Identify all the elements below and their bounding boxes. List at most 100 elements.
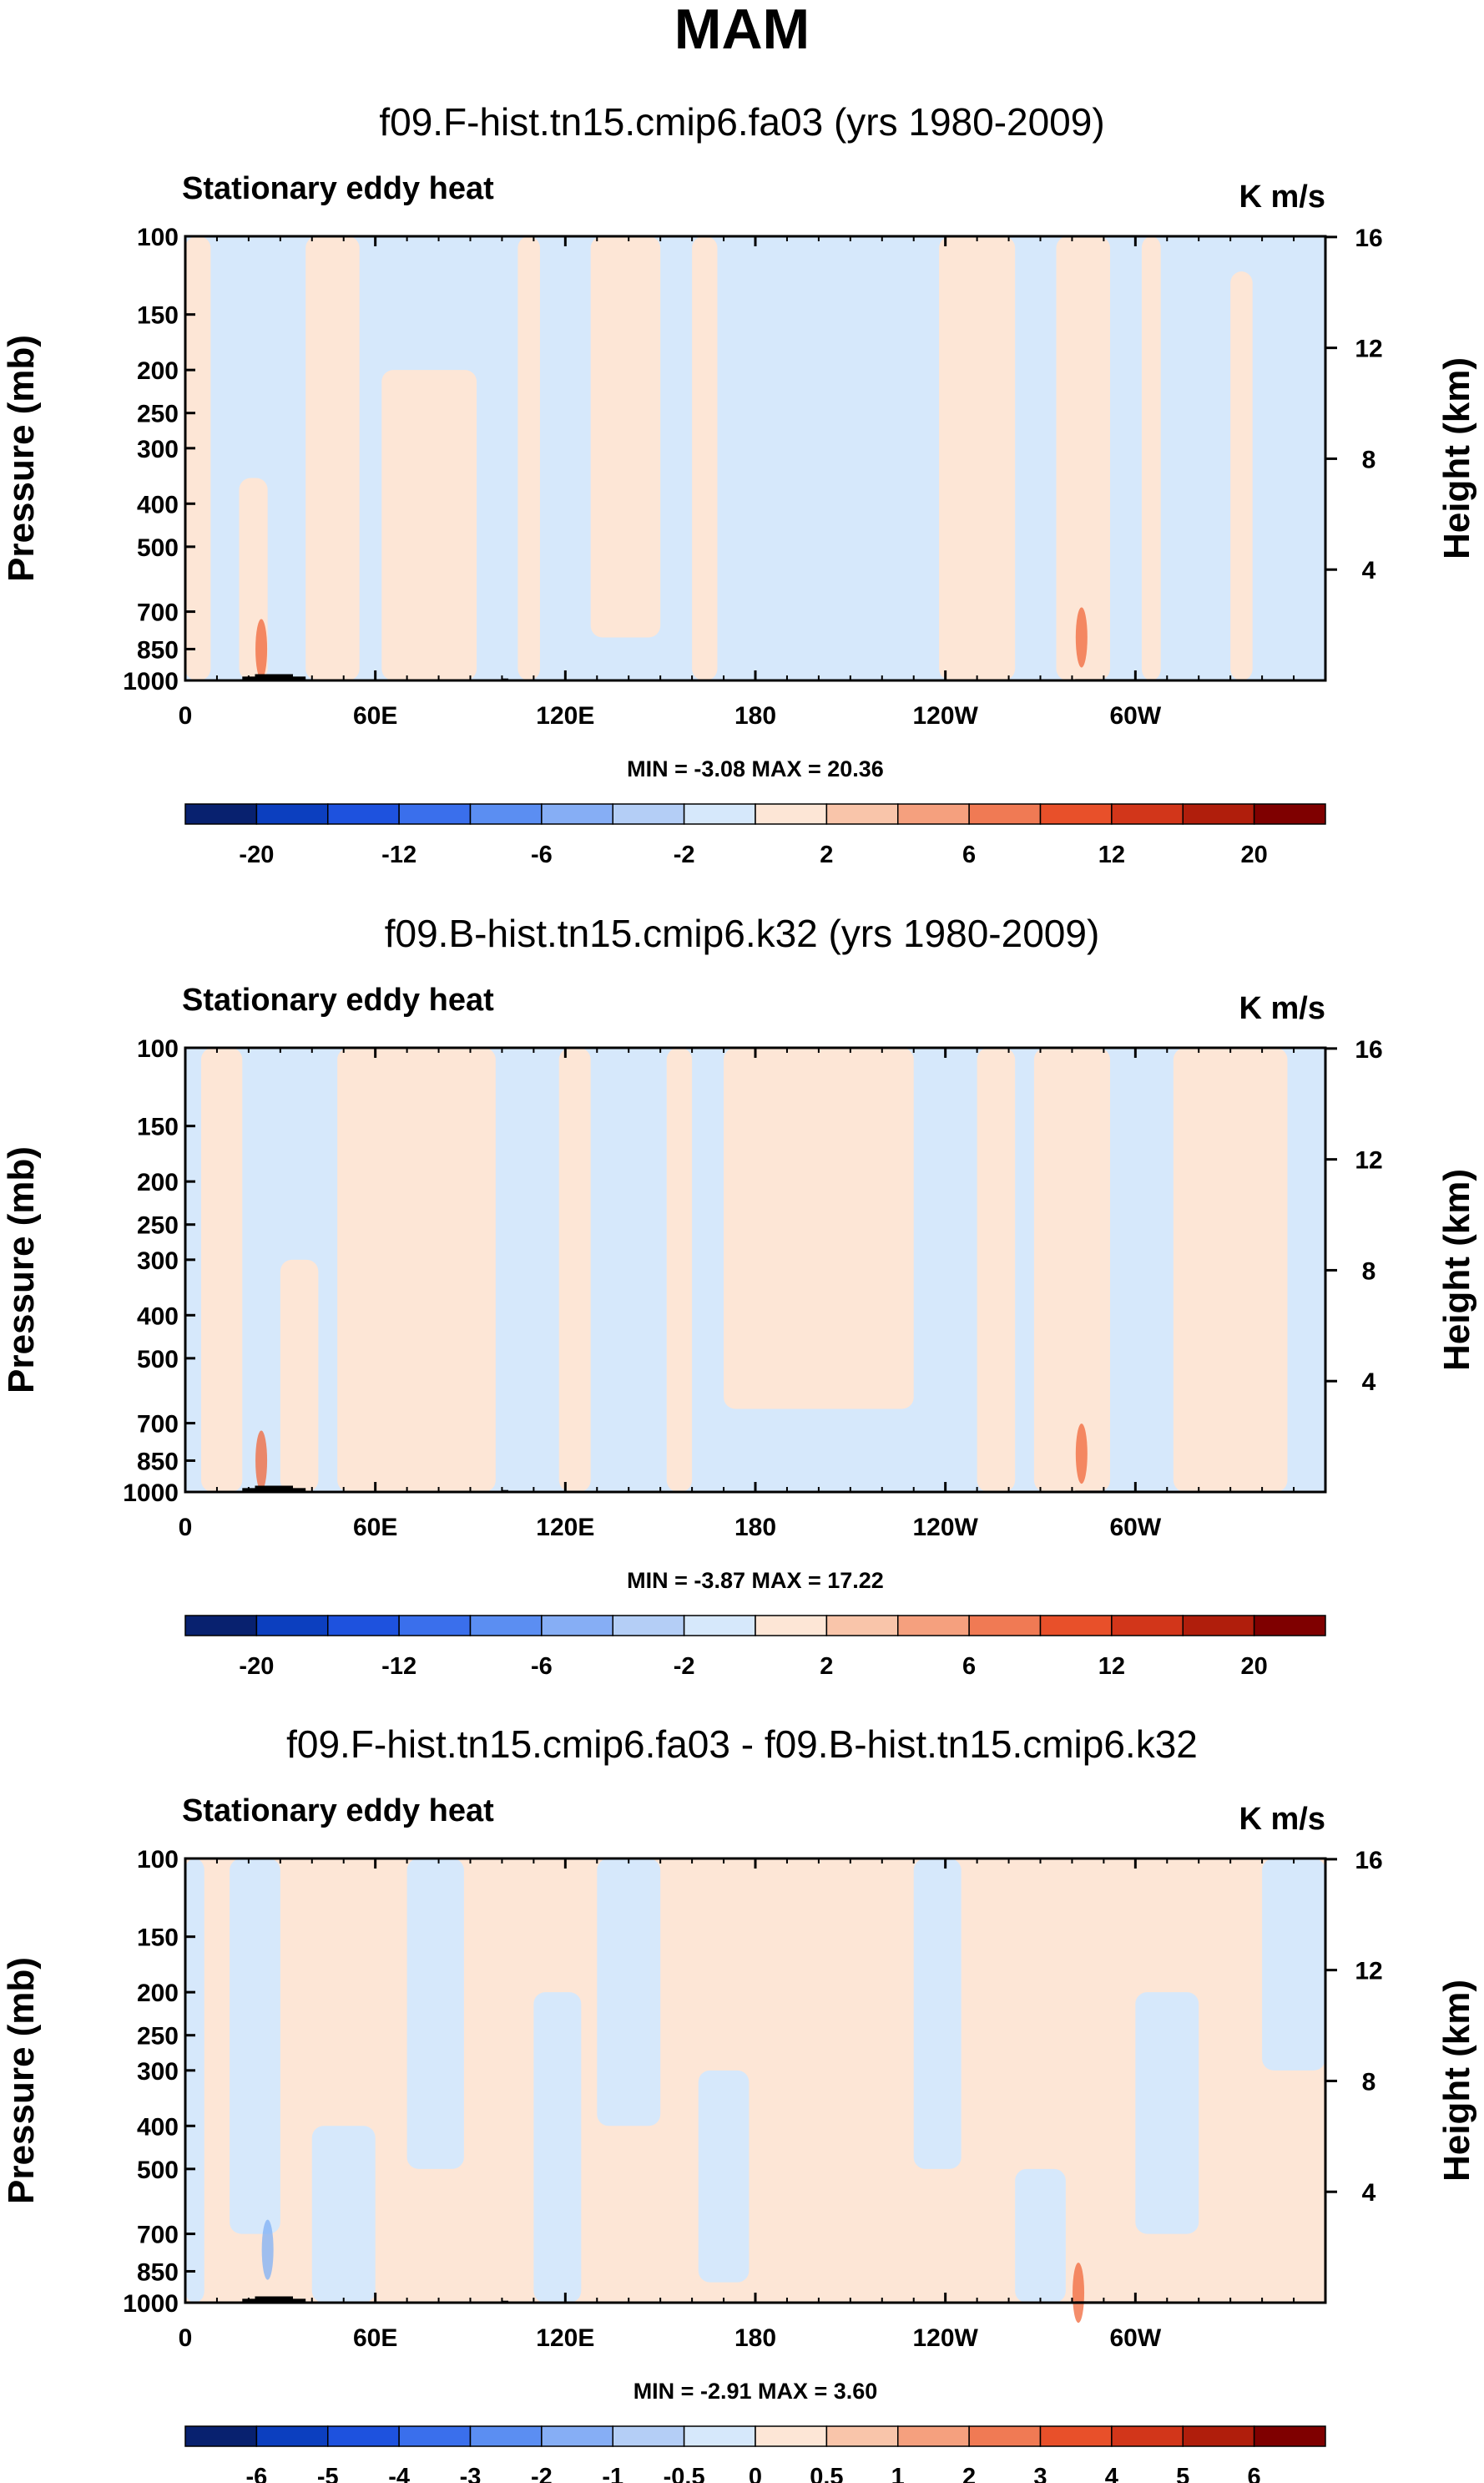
y-tick-label: 850 <box>137 2258 179 2286</box>
positive-region <box>200 1048 243 1492</box>
height-tick-label: 4 <box>1362 2179 1376 2207</box>
stats-label: MIN = -3.08 MAX = 20.36 <box>627 756 884 781</box>
negative-region <box>1262 1858 1325 2071</box>
x-tick-label: 0 <box>179 1514 193 1541</box>
colorbar-label: -20 <box>239 1653 274 1680</box>
x-tick-label: 180 <box>734 1514 776 1541</box>
units-label: K m/s <box>1239 991 1325 1026</box>
colorbar-swatch <box>968 1615 1042 1636</box>
colorbar-swatch <box>398 2425 472 2447</box>
hotspot-mark <box>1075 607 1088 668</box>
x-tick-label: 60W <box>1109 2324 1161 2352</box>
positive-region <box>1033 1048 1110 1492</box>
colorbar-label: -12 <box>381 842 416 868</box>
height-tick-label: 12 <box>1355 1958 1382 1985</box>
colorbar-swatch <box>184 803 258 825</box>
positive-region <box>517 236 540 680</box>
y-tick-label: 500 <box>137 534 179 562</box>
panel-title: f09.F-hist.tn15.cmip6.fa03 (yrs 1980-200… <box>379 100 1104 144</box>
negative-region <box>1135 1992 1199 2234</box>
colorbar-swatch <box>1182 1615 1255 1636</box>
y-tick-label: 700 <box>137 1411 179 1439</box>
stats-label: MIN = -3.87 MAX = 17.22 <box>627 1568 884 1593</box>
y-tick-label: 1000 <box>123 668 179 695</box>
colorbar-label: 2 <box>820 842 833 868</box>
x-tick-label: 60E <box>353 1514 397 1541</box>
colorbar-label: 20 <box>1240 1653 1267 1680</box>
colorbar-swatch <box>755 803 828 825</box>
x-tick-label: 120E <box>536 2324 594 2352</box>
colorbar: -6 -5 -4 -3 -2 -1 -0.5 0 0.5 1 2 3 4 5 6 <box>184 2425 1326 2483</box>
colorbar-label: 4 <box>1105 2464 1118 2483</box>
colorbar-swatch <box>1253 803 1326 825</box>
y-tick-label: 100 <box>137 1846 179 1874</box>
colorbar-swatch <box>469 2425 543 2447</box>
colorbar-swatch <box>825 803 899 825</box>
terrain-block <box>255 2296 294 2303</box>
colorbar-label: -3 <box>460 2464 482 2483</box>
negative-region <box>185 1858 204 2303</box>
x-tick-label: 0 <box>179 2324 193 2352</box>
height-tick-label: 16 <box>1355 1036 1382 1064</box>
colorbar-swatch <box>612 803 685 825</box>
variable-label: Stationary eddy heat <box>182 983 494 1018</box>
y-tick-label: 300 <box>137 436 179 463</box>
figure-title: MAM <box>674 0 810 61</box>
positive-region <box>724 1048 914 1409</box>
colorbar-label: 6 <box>962 842 976 868</box>
y-tick-label: 1000 <box>123 1479 179 1507</box>
hotspot-mark <box>255 1430 268 1491</box>
negative-region <box>913 1858 962 2169</box>
colorbar-swatch <box>683 2425 756 2447</box>
colorbar-swatch <box>327 803 400 825</box>
colorbar-label: -2 <box>674 842 695 868</box>
colorbar-swatch <box>755 2425 828 2447</box>
positive-region <box>939 236 1016 680</box>
hotspot-mark <box>255 619 268 680</box>
positive-region <box>280 1259 319 1492</box>
negative-region <box>597 1858 661 2126</box>
y-tick-label: 300 <box>137 1247 179 1275</box>
colorbar-swatch <box>968 2425 1042 2447</box>
negative-region <box>533 1992 582 2303</box>
colorbar-swatch <box>612 1615 685 1636</box>
hotspot-mark <box>261 2219 274 2280</box>
field-background <box>185 236 1325 680</box>
y-axis-label: Pressure (mb) <box>1 1146 42 1393</box>
colorbar-swatch <box>1039 2425 1113 2447</box>
y-axis-label-right: Height (km) <box>1436 357 1477 559</box>
colorbar-label: 1 <box>891 2464 905 2483</box>
colorbar-swatch <box>968 803 1042 825</box>
colorbar-swatch <box>897 1615 970 1636</box>
y-axis-label: Pressure (mb) <box>1 335 42 582</box>
colorbar-label: -6 <box>245 2464 267 2483</box>
colorbar-swatch <box>255 2425 329 2447</box>
colorbar-label: 5 <box>1176 2464 1189 2483</box>
colorbar-label: -6 <box>531 1653 553 1680</box>
positive-region <box>1230 271 1253 680</box>
colorbar-swatch <box>1111 2425 1184 2447</box>
colorbar-swatch <box>469 1615 543 1636</box>
positive-region <box>305 236 360 680</box>
x-tick-label: 120W <box>912 702 978 730</box>
x-tick-label: 0 <box>179 702 193 730</box>
colorbar-swatch <box>184 2425 258 2447</box>
x-tick-label: 60W <box>1109 1514 1161 1541</box>
colorbar-label: -12 <box>381 1653 416 1680</box>
y-tick-label: 200 <box>137 1169 179 1196</box>
positive-region <box>590 236 661 638</box>
y-tick-label: 500 <box>137 2157 179 2184</box>
colorbar-label: 3 <box>1033 2464 1047 2483</box>
positive-region <box>381 370 477 680</box>
colorbar-label: -2 <box>674 1653 695 1680</box>
hotspot-mark <box>1073 2263 1085 2324</box>
colorbar: -20 -12 -6 -2 2 6 12 20 <box>184 803 1326 868</box>
colorbar-swatch <box>897 803 970 825</box>
positive-region <box>1173 1048 1288 1492</box>
x-tick-label: 180 <box>734 702 776 730</box>
y-tick-label: 850 <box>137 636 179 664</box>
colorbar-swatch <box>1253 1615 1326 1636</box>
y-tick-label: 500 <box>137 1346 179 1373</box>
negative-region <box>1015 2168 1066 2303</box>
panel-title: f09.B-hist.tn15.cmip6.k32 (yrs 1980-2009… <box>385 912 1100 955</box>
